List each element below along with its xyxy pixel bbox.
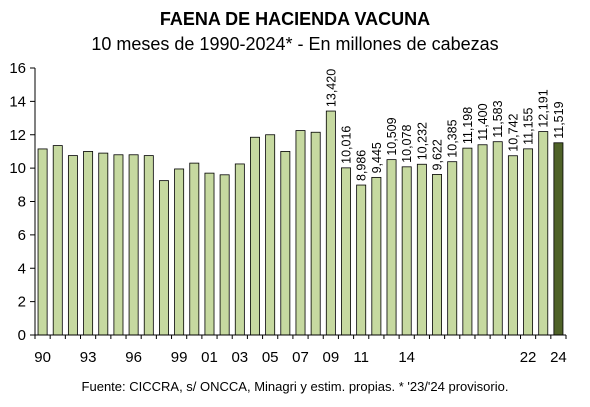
data-label-2021: 10,742 [506,113,520,151]
bar-2019 [477,144,488,336]
bar-1999 [174,168,185,336]
y-tick-label: 6 [18,227,26,244]
bar-2020 [492,141,503,336]
x-tick-label: 24 [550,349,567,366]
x-tick-label: 90 [34,349,51,366]
data-label-2016: 9,622 [431,139,445,170]
bar-2015 [416,163,427,336]
bar-2003 [234,163,245,336]
data-label-2009: 13,420 [324,69,338,107]
x-tick-label: 05 [262,349,279,366]
x-tick-label: 14 [398,349,415,366]
bar-2006 [280,151,291,336]
data-label-2011: 8,986 [355,150,369,181]
data-label-2018: 11,198 [461,107,475,144]
bar-2009 [325,110,336,336]
bar-2024 [553,142,564,336]
bar-2008 [310,131,321,336]
bar-2014 [401,166,412,336]
bar-1995 [113,154,124,336]
data-label-2022: 11,155 [522,107,536,144]
bar-2023 [538,131,549,336]
x-tick-label: 96 [125,349,142,366]
x-tick-label: 22 [520,349,537,366]
bar-2000 [189,162,200,336]
bar-1992 [67,155,78,336]
bars [37,110,564,336]
bar-2002 [219,174,230,336]
bar-2007 [295,130,306,336]
bar-2022 [523,148,534,336]
bar-2011 [356,184,367,336]
y-tick-label: 16 [9,60,26,77]
bar-1996 [128,154,139,336]
x-tick-label: 09 [322,349,339,366]
data-label-2020: 11,583 [491,100,505,137]
y-tick-label: 0 [18,327,26,344]
bar-1993 [83,151,94,336]
x-tick-label: 11 [353,349,369,366]
bar-2010 [341,167,351,336]
bar-1998 [159,180,169,336]
bar-2018 [462,147,473,336]
y-tick-label: 10 [9,160,26,177]
y-tick-label: 12 [9,127,26,144]
bar-2013 [386,159,397,336]
data-label-2023: 12,191 [537,89,551,127]
axes [34,68,566,336]
chart-subtitle: 10 meses de 1990-2024* - En millones de … [91,34,499,54]
bar-2021 [507,155,518,336]
x-tick-label: 03 [231,349,248,366]
data-label-2019: 11,400 [476,103,490,140]
y-tick-label: 8 [18,194,26,211]
chart-title: FAENA DE HACIENDA VACUNA [159,9,431,29]
data-label-2012: 9,445 [370,142,384,173]
y-tick-label: 2 [18,294,26,311]
bar-2012 [371,176,382,336]
y-tick-label: 4 [18,260,26,277]
bar-1994 [98,152,109,336]
bar-2017 [447,161,458,336]
x-tick-label: 07 [292,349,309,366]
bar-2016 [432,174,442,336]
source-note: Fuente: CICCRA, s/ ONCCA, Minagri y esti… [81,379,509,394]
bar-2004 [250,136,260,336]
y-axis-ticks: 0 2 4 6 8 10 12 14 16 [9,60,35,344]
y-tick-label: 14 [9,93,26,110]
bar-1990 [37,148,48,336]
x-tick-label: 93 [80,349,97,366]
data-label-2024: 11,519 [552,101,566,138]
data-label-2014: 10,078 [400,125,414,163]
data-label-2010: 10,016 [340,126,354,164]
data-label-2015: 10,232 [415,122,429,160]
data-label-2013: 10,509 [385,117,399,155]
x-axis-ticks: 90 93 96 99 01 03 05 07 09 11 14 22 24 [34,335,567,366]
bar-1991 [52,145,63,336]
bar-2001 [204,172,215,336]
bar-1997 [143,155,154,336]
bar-2005 [265,134,276,336]
data-label-2017: 10,385 [446,119,460,157]
x-tick-label: 01 [201,349,218,366]
x-tick-label: 99 [171,349,188,366]
